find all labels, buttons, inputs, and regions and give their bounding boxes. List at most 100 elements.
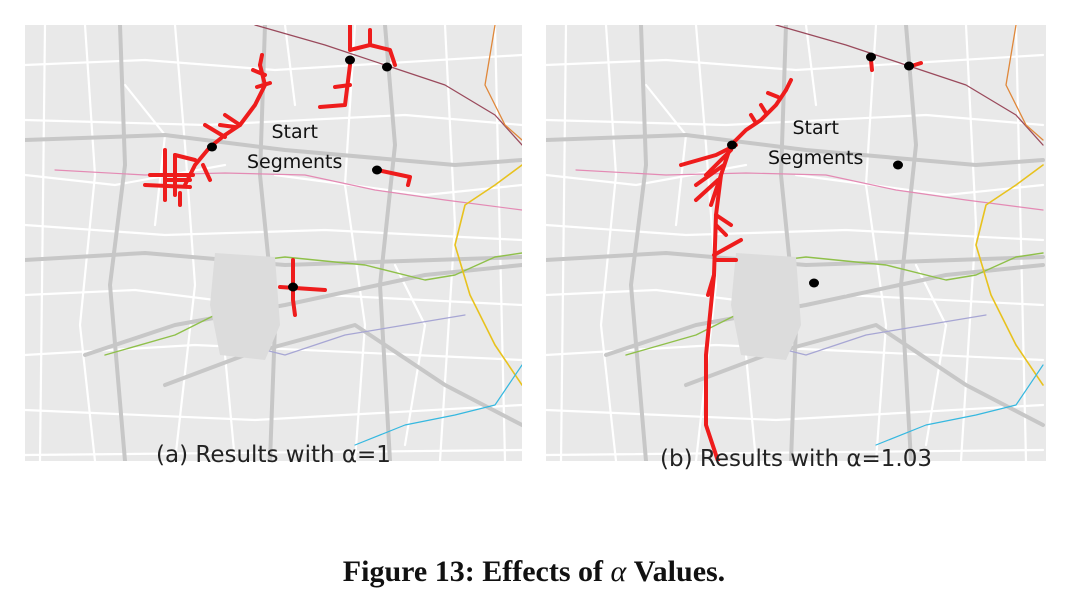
trajectory-segment	[251, 68, 267, 77]
rail-line-cyan	[354, 364, 522, 446]
figure-number: Figure 13:	[342, 555, 475, 588]
minor-road	[844, 293, 1045, 307]
park-area	[731, 253, 801, 360]
trajectory-segment	[278, 285, 327, 292]
trajectory-segment	[201, 163, 212, 182]
start-point-marker	[866, 52, 876, 62]
major-road	[25, 133, 522, 167]
rail-line-cyan	[875, 364, 1044, 446]
rail-line-green	[625, 252, 1044, 356]
major-road	[378, 25, 397, 461]
minor-road	[546, 403, 1045, 422]
trajectory-network	[143, 25, 412, 317]
trajectory-segment	[258, 53, 264, 67]
rail-line-yellow	[454, 164, 522, 386]
park-area	[210, 253, 280, 360]
panel-caption-a: (a) Results with α=1	[156, 442, 391, 468]
major-road	[83, 263, 522, 357]
minor-road	[25, 163, 227, 187]
trajectory-segment	[223, 113, 242, 127]
minor-road	[393, 263, 427, 447]
trajectory-segment	[784, 78, 793, 92]
rail-lines	[54, 25, 522, 446]
minor-road	[546, 223, 1045, 242]
trajectory-segment	[709, 173, 723, 207]
major-road	[684, 323, 1045, 427]
start-point-marker	[372, 165, 382, 175]
map-a	[25, 25, 522, 461]
major-road	[629, 25, 648, 461]
minor-road	[744, 353, 758, 461]
minor-road	[283, 25, 297, 107]
minor-road	[25, 343, 522, 362]
rail-line-orange	[1005, 25, 1044, 141]
trajectory-segment	[749, 113, 758, 125]
minor-road	[78, 25, 97, 461]
minor-road	[223, 353, 237, 461]
start-point-marker	[207, 142, 217, 152]
rail-line-maroon	[775, 25, 1044, 146]
minor-road	[343, 25, 367, 461]
caption-text-before: Effects of	[482, 555, 604, 588]
major-road	[258, 25, 277, 461]
minor-road	[559, 25, 568, 461]
minor-road	[599, 25, 618, 461]
trajectory-segment	[712, 238, 743, 257]
major-road	[546, 133, 1045, 167]
minor-road	[323, 293, 522, 307]
minor-road	[25, 53, 522, 72]
trajectory-segment	[291, 258, 297, 317]
start-point-marker	[288, 282, 298, 292]
map-panel-a: Start Segments	[25, 25, 522, 461]
figure-caption: Figure 13: Effects of α Values.	[0, 555, 1068, 589]
minor-road	[914, 263, 948, 447]
label-line-2: Segments	[247, 151, 343, 173]
rail-lines	[575, 25, 1044, 446]
start-segments-label: Start Segments	[768, 113, 863, 173]
label-line-1: Start	[271, 121, 318, 143]
start-segment-points	[207, 55, 392, 292]
trajectory-segment	[714, 223, 728, 237]
rail-line-pink	[575, 169, 1044, 211]
minor-road	[25, 113, 522, 127]
rail-line-orange	[484, 25, 522, 141]
trajectory-segment	[218, 123, 237, 129]
map-panel-b: Start Segments	[546, 25, 1046, 461]
start-segment-points	[727, 52, 914, 288]
trajectory-segment	[173, 153, 197, 162]
label-line-2: Segments	[768, 147, 864, 169]
trajectory-segment	[318, 63, 352, 109]
start-point-marker	[382, 62, 392, 72]
caption-text-after: Values.	[633, 555, 726, 588]
trajectory-segment	[759, 103, 768, 115]
minor-road	[959, 25, 978, 461]
trajectory-segment	[704, 148, 733, 177]
trajectory-segment	[766, 91, 780, 99]
trajectory-segment	[714, 213, 733, 227]
start-point-marker	[809, 278, 819, 288]
rail-line-green	[104, 252, 522, 356]
label-line-1: Start	[792, 117, 839, 139]
minor-road	[864, 25, 888, 461]
minor-road	[173, 25, 197, 461]
major-road	[108, 25, 127, 461]
rail-line-yellow	[975, 164, 1044, 386]
trajectory-segment	[694, 178, 720, 202]
start-point-marker	[893, 160, 903, 170]
major-roads	[546, 25, 1045, 461]
trajectory-segment	[694, 163, 726, 187]
minor-road	[25, 223, 522, 242]
minor-road	[493, 25, 507, 461]
minor-road	[1014, 25, 1028, 461]
rail-line-pink	[54, 169, 522, 211]
start-point-marker	[345, 55, 355, 65]
map-b	[546, 25, 1046, 461]
minor-road	[546, 448, 1045, 457]
map-background	[546, 25, 1046, 461]
start-point-marker	[727, 140, 737, 150]
trajectory-segment	[706, 273, 716, 297]
trajectory-segment	[375, 168, 412, 187]
start-segments-label: Start Segments	[247, 117, 342, 177]
minor-road	[38, 25, 47, 461]
trajectory-segment	[869, 58, 874, 72]
